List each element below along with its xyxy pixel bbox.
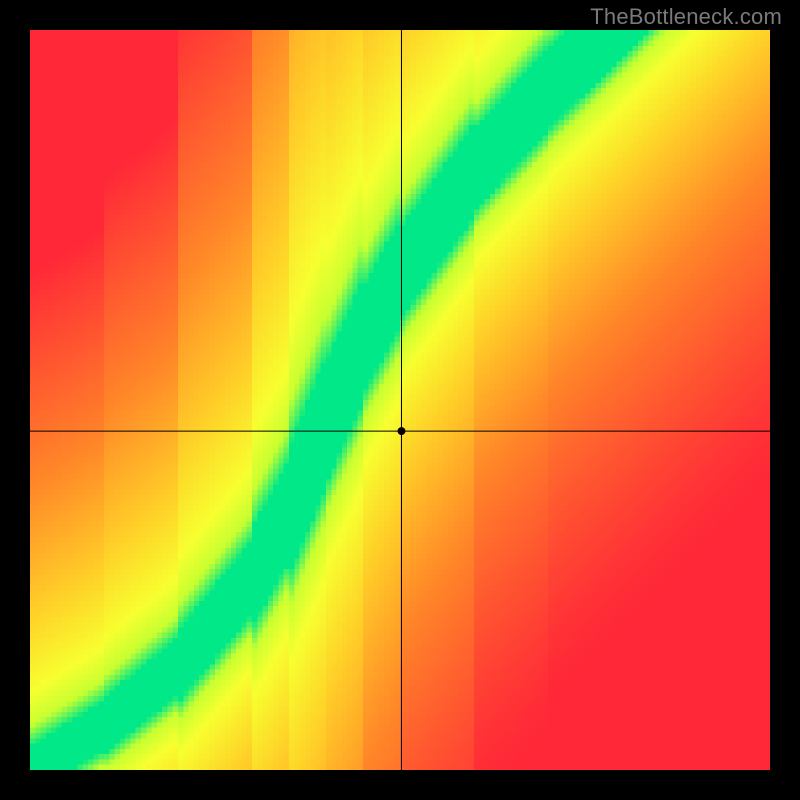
heatmap-canvas bbox=[30, 30, 770, 770]
chart-container: TheBottleneck.com bbox=[0, 0, 800, 800]
watermark-text: TheBottleneck.com bbox=[590, 4, 782, 30]
